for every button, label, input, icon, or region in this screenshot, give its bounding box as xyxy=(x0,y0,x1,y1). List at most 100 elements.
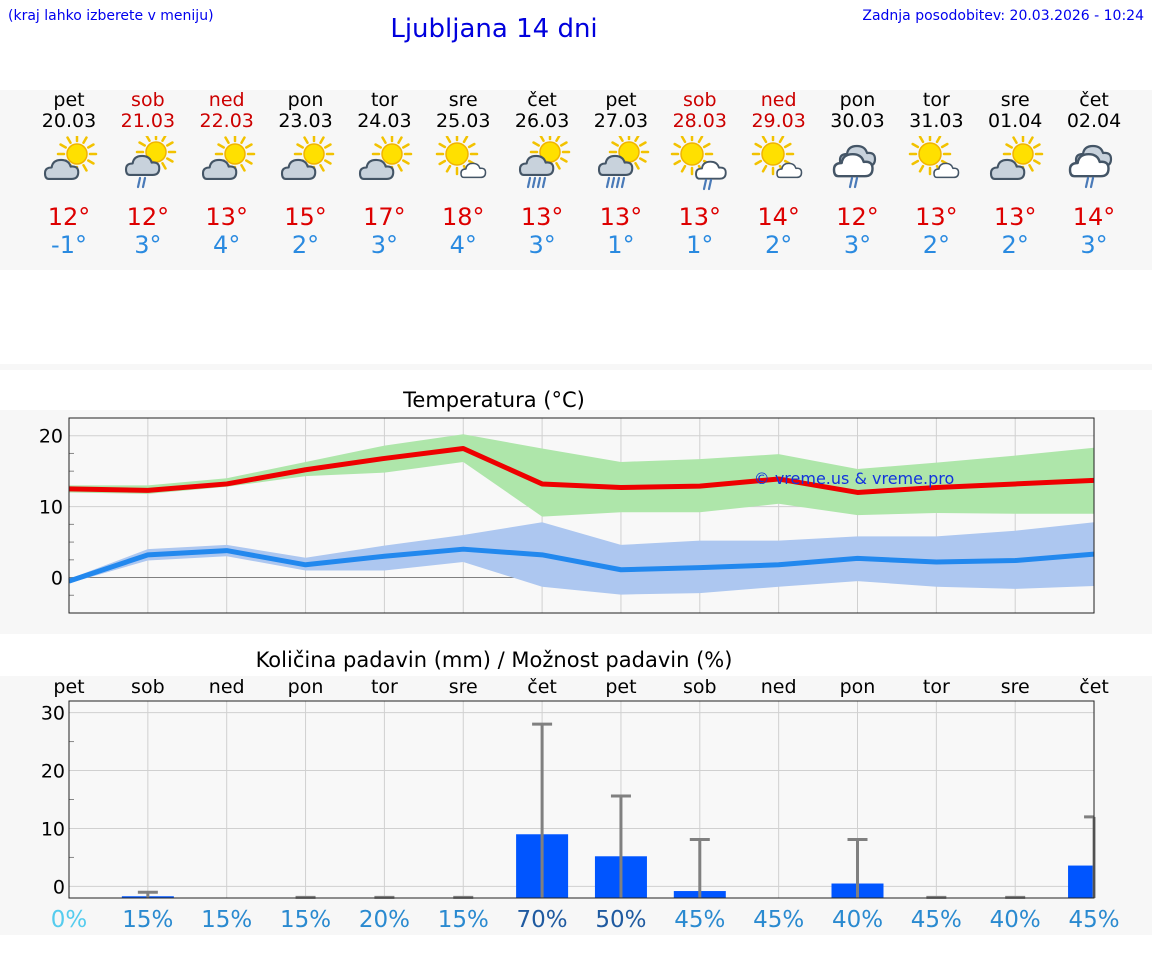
precip-probability: 15% xyxy=(122,907,173,933)
day-column: tor 31.03 13° 2° xyxy=(896,90,976,260)
cloud-rain-icon xyxy=(832,144,876,189)
day-date: 23.03 xyxy=(278,110,333,132)
day-name: sob xyxy=(131,89,165,111)
max-temperature: 14° xyxy=(1072,203,1116,231)
x-tick-label: ned xyxy=(209,676,245,698)
page-title: Ljubljana 14 dni xyxy=(390,14,598,44)
min-temperature: 2° xyxy=(1001,231,1029,259)
day-date: 29.03 xyxy=(751,110,806,132)
max-temperature: 13° xyxy=(599,203,643,231)
sun-cloud-icon xyxy=(751,136,802,179)
max-temperature: 14° xyxy=(757,203,800,231)
day-column: sre 25.03 18° 4° xyxy=(423,90,503,260)
min-temperature: 3° xyxy=(528,231,556,259)
min-temperature: 3° xyxy=(134,231,162,259)
x-tick-label: sre xyxy=(449,676,478,698)
precip-probability: 50% xyxy=(595,907,646,933)
series-line-max xyxy=(68,445,1095,495)
cloud-sun-heavy-rain-icon xyxy=(597,136,650,189)
day-column: sre 01.04 13° 2° xyxy=(975,90,1055,260)
precip-probability: 70% xyxy=(517,907,568,933)
series-range-band xyxy=(69,434,1095,517)
day-column: sob 28.03 13° 1° xyxy=(660,90,740,260)
watermark: © vreme.us & vreme.pro xyxy=(754,469,955,488)
min-temperature: 1° xyxy=(686,231,714,259)
temperature-chart-title: Temperatura (°C) xyxy=(403,388,585,412)
day-date: 21.03 xyxy=(120,110,176,132)
day-date: 26.03 xyxy=(514,110,570,132)
day-date: 20.03 xyxy=(41,110,97,132)
day-column: sob 21.03 12° 3° xyxy=(108,90,188,260)
precip-probability: 15% xyxy=(438,907,489,933)
day-name: pet xyxy=(605,89,637,111)
max-temperature: 13° xyxy=(915,203,958,231)
max-temperature: 18° xyxy=(441,203,485,231)
precipitation-chart-title: Količina padavin (mm) / Možnost padavin … xyxy=(255,648,733,672)
day-name: sob xyxy=(683,89,717,111)
precip-probability: 45% xyxy=(753,907,804,933)
day-column: pon 30.03 12° 3° xyxy=(818,90,898,260)
max-temperature: 17° xyxy=(363,203,406,231)
x-tick-label: ned xyxy=(761,676,797,698)
daily-forecast-strip: pet 20.03 12° -1° sob 21.03 12° 3° ned 22.03 13° 4°… xyxy=(0,90,1152,270)
sun-cloud-icon xyxy=(909,136,960,179)
y-tick-label: 30 xyxy=(41,703,65,725)
temperature-chart: 0 10 20 © vreme.us & vreme.pro xyxy=(39,417,1095,614)
x-tick-label: tor xyxy=(371,676,398,698)
x-tick-label: sre xyxy=(1001,676,1030,698)
day-name: pet xyxy=(53,89,85,111)
day-date: 22.03 xyxy=(199,110,254,132)
day-column: čet 26.03 13° 3° xyxy=(502,90,582,260)
day-name: pon xyxy=(839,89,876,111)
day-column: ned 29.03 14° 2° xyxy=(739,90,819,260)
x-tick-label: sob xyxy=(683,676,717,698)
precip-probability: 15% xyxy=(280,907,331,933)
max-temperature: 13° xyxy=(678,203,722,231)
sun-cloud-icon xyxy=(436,136,487,179)
last-update: Zadnja posodobitev: 20.03.2026 - 10:24 xyxy=(862,8,1144,24)
day-date: 01.04 xyxy=(987,110,1043,132)
day-date: 24.03 xyxy=(357,110,412,132)
day-date: 31.03 xyxy=(909,110,964,132)
y-tick-label: 10 xyxy=(39,497,63,519)
min-temperature: 4° xyxy=(449,231,477,259)
min-temperature: 2° xyxy=(922,231,950,259)
series-range-band xyxy=(69,522,1095,595)
location-hint: (kraj lahko izberete v meniju) xyxy=(8,8,214,24)
divider xyxy=(0,364,1152,370)
min-temperature: 4° xyxy=(213,231,241,259)
y-tick-label: 0 xyxy=(51,568,63,590)
cloud-sun-heavy-rain-icon xyxy=(519,136,571,189)
day-date: 25.03 xyxy=(436,110,491,132)
day-name: tor xyxy=(922,89,950,111)
min-temperature: 2° xyxy=(291,231,320,259)
day-name: pon xyxy=(287,89,324,111)
precip-bar xyxy=(1068,865,1095,898)
max-temperature: 13° xyxy=(520,203,564,231)
y-tick-label: 20 xyxy=(39,426,63,448)
day-column: ned 22.03 13° 4° xyxy=(187,90,267,260)
cloud-sun-icon xyxy=(359,136,413,180)
min-temperature: -1° xyxy=(51,231,87,259)
day-name: tor xyxy=(370,89,398,111)
day-name: čet xyxy=(1079,89,1109,111)
x-tick-label: pet xyxy=(605,676,636,698)
day-column: pet 27.03 13° 1° xyxy=(581,90,661,260)
day-name: sre xyxy=(448,89,478,111)
day-column: pet 20.03 12° -1° xyxy=(29,90,109,260)
cloud-sun-icon xyxy=(43,136,98,180)
x-tick-label: sob xyxy=(131,676,165,698)
cloud-sun-icon xyxy=(990,136,1044,180)
temperature-chart-panel: Temperatura (°C) 0 10 20 © vreme.us & vreme… xyxy=(0,388,1152,634)
precip-probability: 45% xyxy=(911,907,962,933)
cloud-sun-icon xyxy=(201,136,255,180)
max-temperature: 13° xyxy=(993,203,1037,231)
min-temperature: 3° xyxy=(843,231,872,259)
day-name: čet xyxy=(527,89,557,111)
precip-probability: 15% xyxy=(201,907,252,933)
min-temperature: 2° xyxy=(765,231,793,259)
day-column: čet 02.04 14° 3° xyxy=(1054,90,1134,260)
max-temperature: 12° xyxy=(126,203,170,231)
day-date: 27.03 xyxy=(593,110,649,132)
max-temperature: 13° xyxy=(205,203,248,231)
